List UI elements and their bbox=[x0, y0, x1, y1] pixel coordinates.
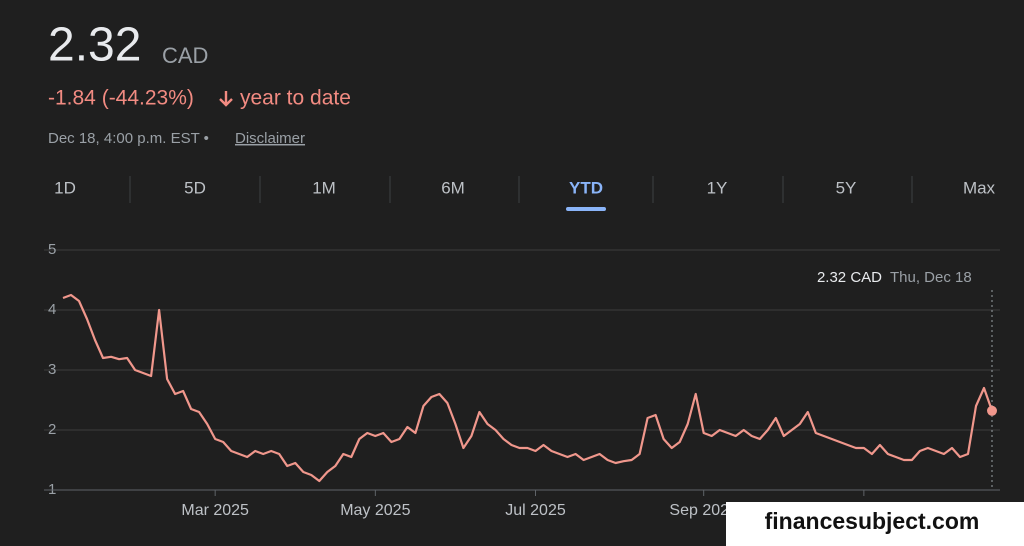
x-tick-label: Jul 2025 bbox=[505, 502, 566, 519]
y-tick-label: 5 bbox=[48, 241, 56, 258]
range-tab[interactable]: 1M bbox=[312, 178, 336, 197]
watermark-box bbox=[726, 502, 1024, 546]
range-tabs: 1D 5D 1M 6M YTD 1Y 5Y Max bbox=[54, 176, 996, 211]
range-tab[interactable]: 6M bbox=[441, 178, 465, 197]
y-tick-label: 4 bbox=[48, 301, 56, 318]
tooltip-date: Thu, Dec 18 bbox=[890, 269, 972, 286]
y-tick-label: 2 bbox=[48, 421, 56, 438]
currency: CAD bbox=[162, 43, 208, 68]
timestamp: Dec 18, 4:00 p.m. EST • bbox=[48, 130, 209, 147]
current-point bbox=[987, 405, 997, 416]
tab-indicator bbox=[566, 207, 606, 211]
x-tick-label: May 2025 bbox=[340, 502, 410, 519]
change: -1.84 (-44.23%) bbox=[48, 87, 194, 110]
range-tab[interactable]: 1D bbox=[54, 178, 76, 197]
x-tick-label: Mar 2025 bbox=[181, 502, 249, 519]
y-tick-label: 1 bbox=[48, 481, 56, 498]
price: 2.32 bbox=[48, 19, 141, 72]
disclaimer-link[interactable]: Disclaimer bbox=[235, 130, 305, 147]
range-tab[interactable]: 5Y bbox=[836, 178, 857, 197]
range-tab[interactable]: 5D bbox=[184, 178, 206, 197]
range-tab[interactable]: 1Y bbox=[707, 178, 728, 197]
period: year to date bbox=[240, 87, 351, 110]
down-arrow bbox=[219, 91, 233, 107]
price-line bbox=[62, 293, 994, 483]
tooltip-value: 2.32 CAD bbox=[817, 269, 882, 286]
watermark: financesubject.com bbox=[765, 508, 980, 534]
range-tab[interactable]: Max bbox=[963, 178, 996, 197]
x-tick-label: Sep 2025 bbox=[669, 502, 738, 519]
range-tab[interactable]: YTD bbox=[569, 178, 603, 197]
y-tick-label: 3 bbox=[48, 361, 56, 378]
